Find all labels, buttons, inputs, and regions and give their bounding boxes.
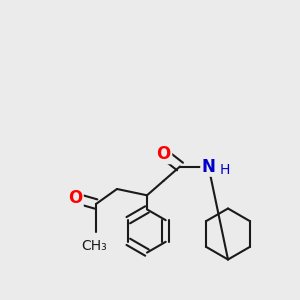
Text: H: H (220, 163, 230, 176)
Text: O: O (156, 145, 171, 163)
Text: CH₃: CH₃ (82, 239, 107, 253)
Text: N: N (202, 158, 215, 175)
Text: O: O (68, 189, 82, 207)
